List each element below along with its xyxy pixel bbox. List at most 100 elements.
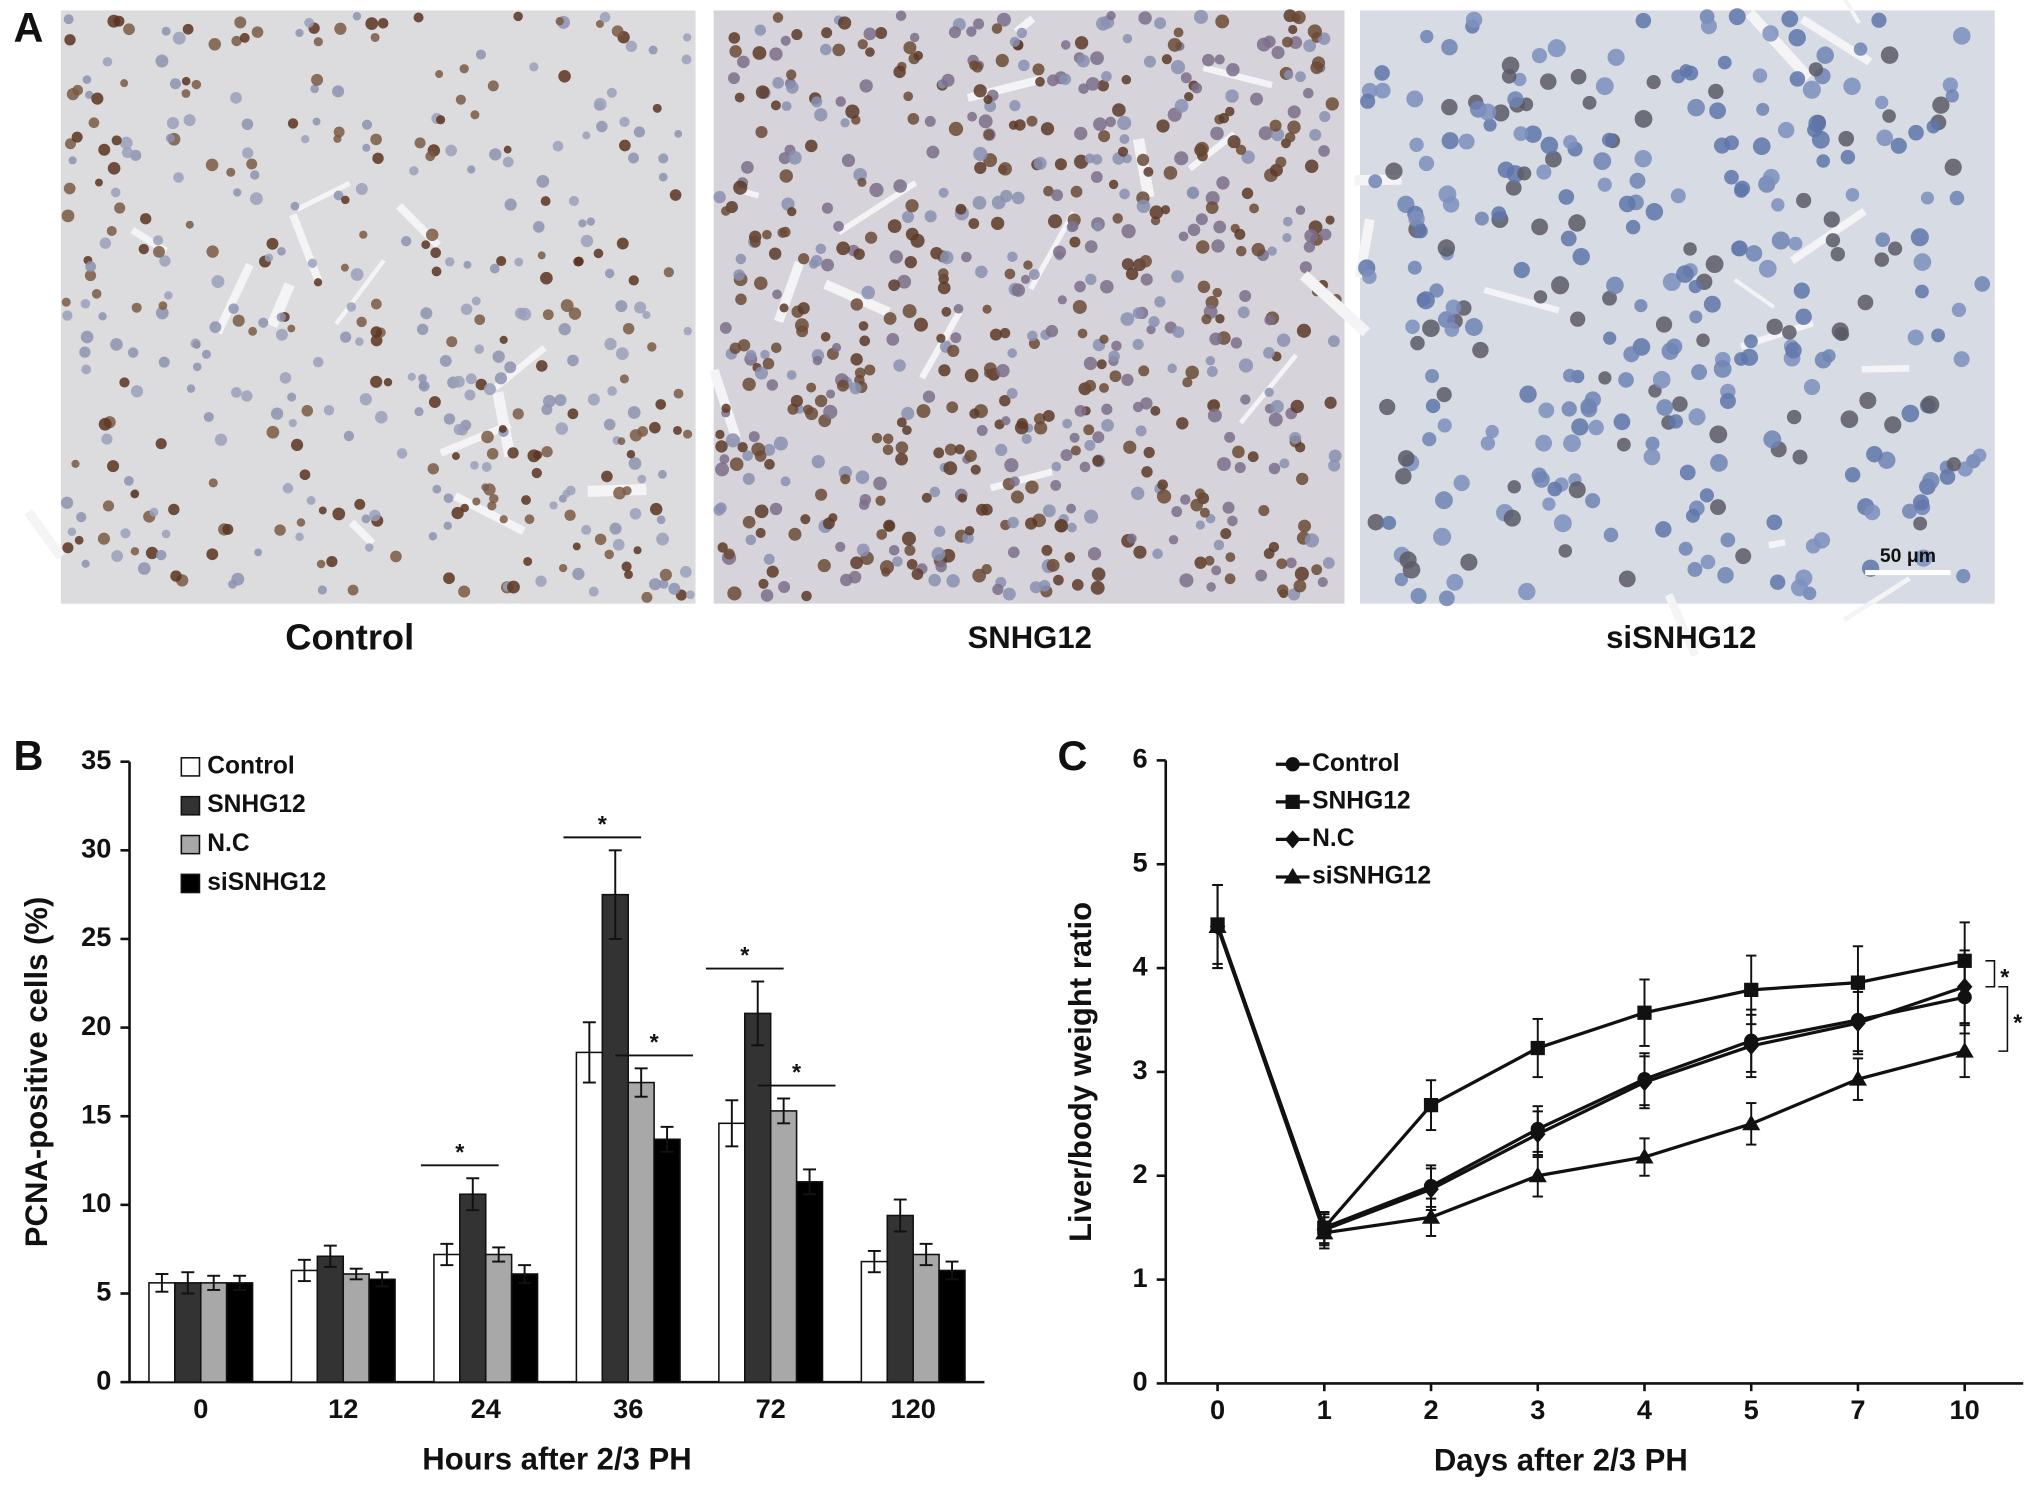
nucleus — [1191, 82, 1203, 94]
bar — [510, 1273, 539, 1383]
marker — [1744, 982, 1759, 998]
nucleus — [352, 12, 362, 21]
nucleus — [1666, 338, 1683, 355]
nucleus — [487, 80, 499, 92]
nucleus — [884, 520, 895, 531]
panel-label: C — [1058, 732, 1088, 779]
image-caption: Control — [285, 617, 414, 658]
nucleus — [409, 166, 419, 176]
nucleus — [1235, 245, 1247, 257]
nucleus — [111, 550, 124, 562]
nucleus — [1045, 324, 1059, 338]
nucleus — [362, 143, 371, 152]
nucleus — [1318, 145, 1330, 157]
nucleus — [1808, 62, 1824, 77]
nucleus — [62, 310, 73, 321]
nucleus — [1120, 312, 1135, 326]
nucleus — [1264, 314, 1276, 326]
nucleus — [1942, 77, 1959, 93]
nucleus — [1972, 448, 1987, 463]
nucleus — [964, 526, 975, 536]
nucleus — [971, 61, 983, 73]
nucleus — [1603, 527, 1619, 543]
legend-marker — [1284, 830, 1301, 849]
nucleus — [568, 307, 582, 320]
nucleus — [1717, 566, 1734, 584]
legend-label: siSNHG12 — [207, 869, 326, 896]
nucleus — [1070, 445, 1081, 456]
nucleus — [1491, 206, 1507, 222]
nucleus — [413, 12, 424, 23]
legend-swatch — [180, 834, 201, 855]
nucleus — [1258, 126, 1273, 141]
significance-label: * — [455, 1139, 465, 1165]
nucleus — [312, 117, 321, 126]
nucleus — [656, 532, 669, 546]
nucleus — [931, 547, 946, 562]
nucleus — [192, 362, 202, 372]
nucleus — [369, 509, 381, 522]
nucleus — [492, 350, 505, 363]
nucleus — [246, 158, 258, 170]
bar — [744, 1012, 772, 1383]
nucleus — [428, 532, 438, 541]
nucleus — [1186, 186, 1200, 200]
bar — [912, 1253, 940, 1383]
nucleus — [916, 404, 931, 418]
y-tick-label: 1 — [1132, 1262, 1147, 1293]
nucleus — [1670, 188, 1686, 204]
nucleus — [1325, 97, 1339, 111]
nucleus — [791, 29, 803, 41]
nucleus — [98, 312, 107, 321]
nucleus — [1437, 239, 1456, 257]
nucleus — [1009, 36, 1020, 47]
nucleus — [755, 85, 770, 99]
nucleus — [1303, 241, 1316, 253]
legend-swatch — [180, 873, 201, 894]
nucleus — [737, 442, 748, 453]
nucleus — [1875, 232, 1891, 248]
nucleus — [521, 495, 531, 506]
nucleus — [1014, 420, 1029, 435]
nucleus — [504, 198, 517, 211]
nucleus — [1002, 587, 1016, 601]
tissue-gap — [1483, 286, 1560, 314]
nucleus — [459, 64, 469, 74]
nucleus — [1374, 82, 1391, 99]
nucleus — [222, 523, 234, 535]
micrograph — [709, 9, 1345, 604]
nucleus — [858, 499, 870, 510]
nucleus — [763, 553, 775, 565]
nucleus — [1888, 241, 1903, 256]
nucleus — [1121, 224, 1136, 239]
nucleus — [1205, 201, 1219, 214]
nucleus — [1099, 382, 1109, 393]
nucleus — [1149, 205, 1164, 220]
nucleus — [762, 357, 775, 370]
nucleus — [1083, 424, 1095, 436]
nucleus — [1766, 514, 1783, 531]
nucleus — [277, 247, 286, 256]
nucleus — [749, 236, 761, 248]
nucleus — [778, 152, 791, 165]
nucleus — [853, 248, 865, 260]
nucleus — [1766, 318, 1783, 336]
nucleus — [1123, 440, 1137, 454]
nucleus — [1634, 150, 1652, 168]
nucleus — [226, 167, 236, 177]
nucleus — [1710, 499, 1726, 516]
nucleus — [1922, 472, 1940, 490]
nucleus — [1284, 132, 1296, 143]
nucleus — [594, 533, 607, 546]
nucleus — [208, 38, 222, 51]
nucleus — [231, 35, 242, 47]
nucleus — [1170, 60, 1186, 75]
nucleus — [1303, 39, 1317, 53]
nucleus — [1931, 328, 1946, 343]
nucleus — [1255, 569, 1268, 582]
nucleus — [239, 32, 250, 43]
nucleus — [301, 404, 314, 417]
nucleus — [1831, 322, 1849, 340]
nucleus — [295, 28, 304, 38]
nucleus — [1907, 329, 1924, 346]
